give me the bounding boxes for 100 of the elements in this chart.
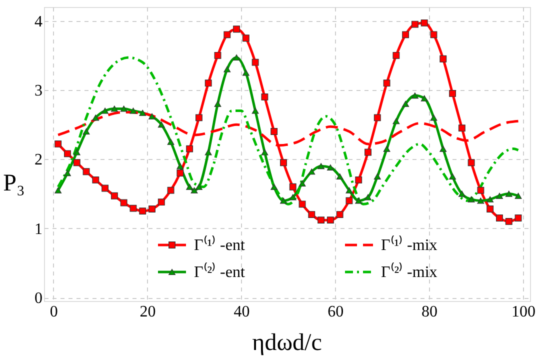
point xyxy=(486,196,494,202)
point xyxy=(130,204,137,212)
point xyxy=(176,163,184,170)
point xyxy=(261,93,268,100)
point xyxy=(289,194,296,200)
point xyxy=(186,184,194,190)
x-axis-title: ηdωd/c xyxy=(252,330,322,356)
y-tick-label: 0 xyxy=(34,290,42,308)
point xyxy=(326,164,334,171)
x-tick-label: 20 xyxy=(140,304,156,320)
point xyxy=(458,124,466,132)
point xyxy=(505,218,512,225)
point xyxy=(346,187,353,194)
point xyxy=(505,190,512,197)
point xyxy=(120,199,128,206)
point xyxy=(186,145,194,152)
point xyxy=(402,100,410,107)
point xyxy=(261,149,268,156)
point xyxy=(468,159,475,166)
point xyxy=(383,80,390,87)
point xyxy=(73,149,80,156)
point xyxy=(204,80,212,87)
point xyxy=(449,173,456,180)
point xyxy=(364,194,372,200)
point xyxy=(477,198,484,204)
point xyxy=(252,108,259,114)
point xyxy=(167,186,174,194)
point xyxy=(214,52,222,59)
point xyxy=(242,34,250,42)
point xyxy=(158,198,165,206)
point xyxy=(214,100,222,107)
point xyxy=(280,198,287,204)
point xyxy=(514,214,522,222)
point xyxy=(449,90,456,97)
point xyxy=(318,216,325,224)
point xyxy=(336,173,344,180)
point xyxy=(110,106,118,112)
point xyxy=(280,159,287,166)
point xyxy=(130,108,137,114)
point xyxy=(148,113,156,120)
point xyxy=(233,54,240,61)
point xyxy=(73,159,80,166)
point xyxy=(298,200,306,208)
point xyxy=(355,176,362,184)
point xyxy=(364,148,372,156)
point xyxy=(252,58,259,66)
point xyxy=(392,118,400,124)
y-tick-label: 1 xyxy=(34,220,42,238)
point xyxy=(54,140,62,148)
point xyxy=(440,146,447,152)
point xyxy=(190,187,198,194)
point xyxy=(270,184,278,190)
point xyxy=(514,192,522,199)
legend-label: Γ⁽¹⁾ -ent xyxy=(194,235,246,254)
point xyxy=(195,184,202,190)
point xyxy=(298,180,306,186)
point xyxy=(496,192,503,199)
y-tick-label: 3 xyxy=(34,82,42,100)
point xyxy=(402,31,410,38)
point xyxy=(82,128,90,135)
y-tick-label: 4 xyxy=(34,13,42,30)
point xyxy=(224,31,231,38)
point xyxy=(82,168,90,176)
point xyxy=(242,70,250,76)
point xyxy=(139,208,146,215)
point xyxy=(110,192,118,200)
point xyxy=(374,173,381,180)
point xyxy=(411,20,418,28)
point xyxy=(496,214,503,222)
y-tick-label: 2 xyxy=(34,152,42,169)
x-tick-label: 100 xyxy=(511,304,536,320)
point xyxy=(308,211,316,218)
point xyxy=(92,176,100,184)
point xyxy=(92,114,100,121)
point xyxy=(486,206,494,212)
point xyxy=(420,19,428,26)
point xyxy=(167,138,174,145)
point xyxy=(458,190,466,197)
point xyxy=(102,184,109,192)
point xyxy=(120,106,128,112)
point xyxy=(308,168,316,175)
point xyxy=(411,92,418,99)
point xyxy=(224,66,231,72)
point xyxy=(158,122,165,128)
point xyxy=(392,52,400,59)
point xyxy=(195,114,202,122)
point xyxy=(233,26,240,33)
point xyxy=(355,198,362,204)
x-tick-label: 80 xyxy=(422,304,438,320)
x-tick-label: 60 xyxy=(328,304,344,320)
legend-label: Γ⁽²⁾ -ent xyxy=(194,262,246,281)
point xyxy=(102,108,109,114)
point xyxy=(318,163,325,170)
point xyxy=(346,197,353,204)
x-tick-label: 0 xyxy=(50,304,58,320)
point xyxy=(336,211,344,218)
legend-label: Γ⁽¹⁾ -mix xyxy=(381,235,438,254)
point xyxy=(64,150,71,158)
point xyxy=(139,110,146,116)
point xyxy=(383,146,390,152)
